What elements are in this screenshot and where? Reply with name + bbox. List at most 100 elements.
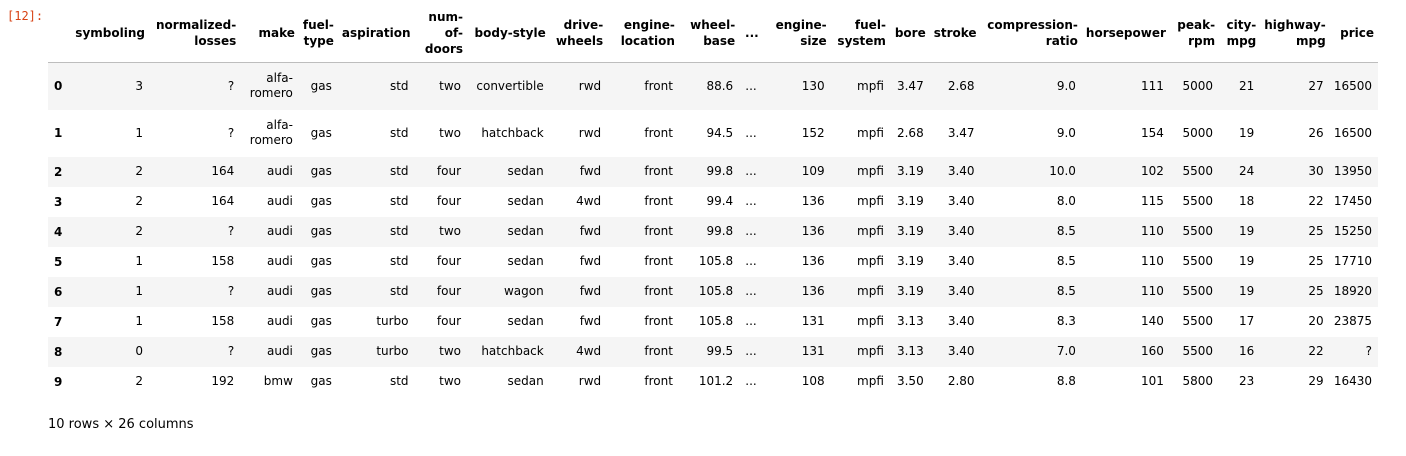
table-cell: ? <box>227 125 235 140</box>
table-cell: gas <box>310 194 332 208</box>
row-index: 3 <box>54 194 63 209</box>
table-cell: 131 <box>801 344 825 358</box>
table-cell: 23875 <box>1333 314 1372 328</box>
table-cell: 8.5 <box>1056 224 1076 238</box>
table-cell: 102 <box>1140 164 1164 178</box>
table-cell: 24 <box>1238 164 1255 178</box>
table-cell: hatchback <box>481 125 544 140</box>
table-cell: 88.6 <box>706 78 734 93</box>
table-cell: 140 <box>1140 314 1164 328</box>
table-cell: audi <box>266 254 293 268</box>
table-cell: 5500 <box>1182 224 1214 238</box>
table-cell: mpfi <box>857 164 884 178</box>
table-cell: rwd <box>578 374 602 388</box>
table-cell: sedan <box>507 164 544 178</box>
table-cell: 5000 <box>1182 78 1214 93</box>
column-header-drive-wheels: drive-wheels <box>549 4 608 63</box>
table-row: 1 1? alfa-romero gas std two hatchback rwd front… <box>48 109 1378 157</box>
table-cell: alfa-romero <box>249 118 293 147</box>
row-index: 8 <box>54 344 63 359</box>
table-cell: four <box>436 164 461 178</box>
table-cell: gas <box>310 374 332 388</box>
column-header-num-of-doors: num-of-doors <box>414 4 467 63</box>
column-header-body-style: body-style <box>467 4 550 63</box>
table-cell: mpfi <box>857 78 884 93</box>
table-cell: 2 <box>135 164 143 178</box>
row-index: 0 <box>54 79 63 94</box>
table-cell: 8.5 <box>1056 254 1076 268</box>
table-cell: 17450 <box>1333 194 1372 208</box>
table-cell: ? <box>227 284 235 298</box>
column-header-horsepower: horsepower <box>1081 4 1170 63</box>
table-cell: 29 <box>1308 374 1324 388</box>
table-cell: mpfi <box>857 314 884 328</box>
table-cell: four <box>436 194 461 208</box>
table-cell: front <box>644 344 673 358</box>
table-cell: 8.5 <box>1056 284 1076 298</box>
table-cell: 25 <box>1308 254 1324 268</box>
cell-prompt: [12]: <box>7 9 44 23</box>
table-header-row: symboling normalized-losses make fuel-ty… <box>48 4 1378 63</box>
table-row: 9 2 192 bmw gas std two sedan rwd front 101.2... 10… <box>48 366 1378 397</box>
table-cell: two <box>439 344 461 358</box>
row-index: 7 <box>54 314 63 329</box>
table-cell: 2 <box>135 224 143 238</box>
column-header-bore: bore <box>889 4 930 63</box>
table-cell: 164 <box>211 194 235 208</box>
table-cell: 131 <box>801 314 825 328</box>
table-cell: gas <box>310 314 332 328</box>
column-header-symboling: symboling <box>71 4 149 63</box>
table-cell: ... <box>745 314 757 328</box>
table-cell: 18 <box>1238 194 1255 208</box>
table-cell: 5000 <box>1182 125 1214 140</box>
table-cell: 158 <box>211 314 235 328</box>
table-cell: four <box>436 254 461 268</box>
table-cell: 19 <box>1238 254 1255 268</box>
table-cell: ... <box>745 344 757 358</box>
table-cell: 110 <box>1140 284 1164 298</box>
table-cell: gas <box>310 224 332 238</box>
table-cell: 3.13 <box>896 344 924 358</box>
table-cell: 16 <box>1238 344 1255 358</box>
table-cell: 5500 <box>1182 164 1214 178</box>
table-cell: 20 <box>1308 314 1324 328</box>
table-cell: 8.8 <box>1056 374 1076 388</box>
table-cell: 110 <box>1140 254 1164 268</box>
table-cell: gas <box>310 254 332 268</box>
table-cell: sedan <box>507 194 544 208</box>
table-cell: audi <box>266 224 293 238</box>
table-cell: 5500 <box>1182 254 1214 268</box>
table-cell: 136 <box>801 194 825 208</box>
column-header-normalized-losses: normalized-losses <box>148 4 241 63</box>
dataframe-output: symboling normalized-losses make fuel-ty… <box>48 4 1378 397</box>
table-cell: 26 <box>1308 125 1324 140</box>
table-cell: mpfi <box>857 254 884 268</box>
column-header-wheel-base: wheel-base <box>678 4 740 63</box>
table-cell: 5800 <box>1182 374 1214 388</box>
table-cell: rwd <box>578 125 602 140</box>
table-cell: 99.5 <box>706 344 734 358</box>
table-cell: 17 <box>1238 314 1255 328</box>
table-cell: front <box>644 125 673 140</box>
table-cell: ... <box>745 164 757 178</box>
table-cell: front <box>644 224 673 238</box>
table-cell: ... <box>745 78 757 93</box>
table-cell: gas <box>310 125 332 140</box>
table-cell: 3.50 <box>896 374 924 388</box>
column-header-make: make <box>240 4 299 63</box>
table-cell: 109 <box>801 164 825 178</box>
table-cell: 3.40 <box>947 164 975 178</box>
table-row: 7 1 158 audi gas turbo four sedan fwd front 105.8.… <box>48 306 1378 337</box>
table-cell: 158 <box>211 254 235 268</box>
table-cell: 110 <box>1140 224 1164 238</box>
row-index: 2 <box>54 164 63 179</box>
table-cell: 3.40 <box>947 254 975 268</box>
table-cell: gas <box>310 78 332 93</box>
table-cell: 2.68 <box>896 125 924 140</box>
table-cell: 4wd <box>576 194 602 208</box>
table-cell: fwd <box>579 254 602 268</box>
table-cell: 19 <box>1238 284 1255 298</box>
table-cell: sedan <box>507 314 544 328</box>
table-cell: 136 <box>801 254 825 268</box>
table-cell: turbo <box>376 314 409 328</box>
